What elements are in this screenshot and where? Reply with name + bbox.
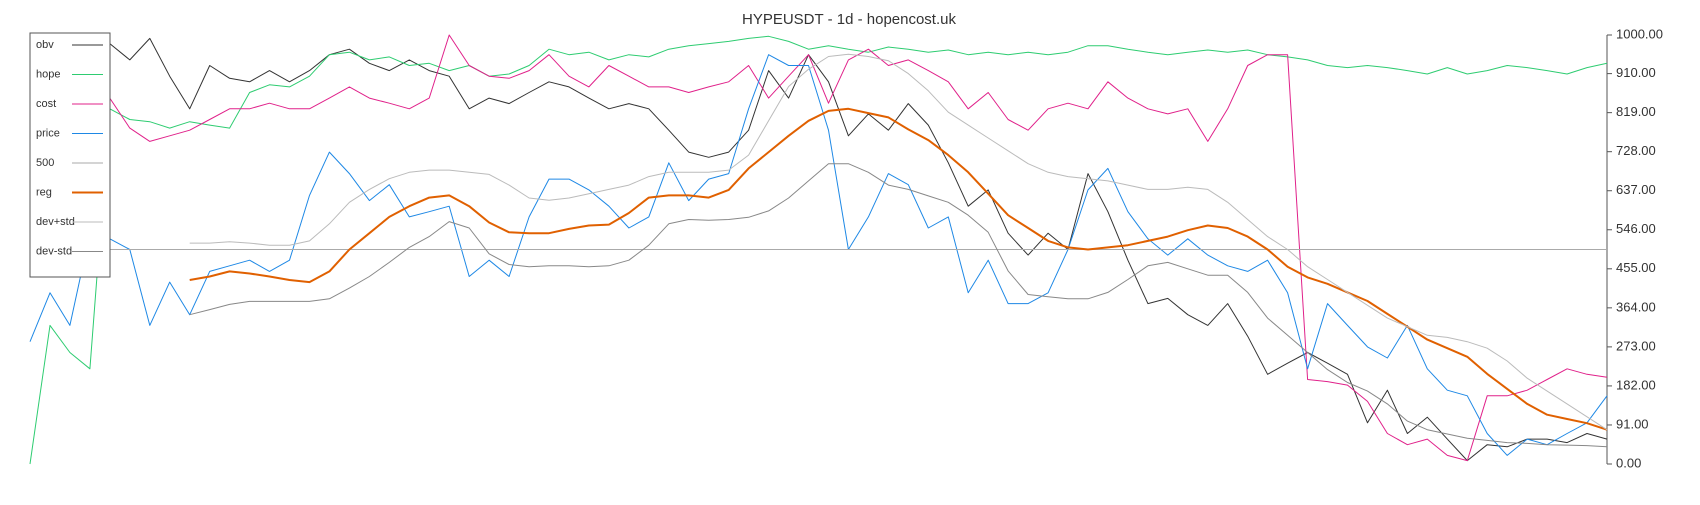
legend-label: dev+std [36, 216, 75, 228]
y-tick-label: 455.00 [1616, 260, 1656, 275]
y-tick-label: 273.00 [1616, 338, 1656, 353]
y-tick-label: 91.00 [1616, 416, 1649, 431]
legend-label: obv [36, 39, 54, 51]
legend: obv hope cost price 500 reg dev+std dev-std [29, 32, 111, 278]
legend-box [29, 32, 111, 278]
y-tick-label: 182.00 [1616, 377, 1656, 392]
series-line [189, 53, 1608, 431]
legend-label: dev-std [36, 245, 72, 257]
series-line [69, 34, 1608, 462]
y-tick-label: 364.00 [1616, 299, 1656, 314]
y-tick-label: 728.00 [1616, 143, 1656, 158]
y-tick-label: 637.00 [1616, 182, 1656, 197]
legend-label: 500 [36, 157, 54, 169]
y-tick-label: 910.00 [1616, 65, 1656, 80]
legend-label: cost [36, 98, 56, 110]
y-tick-label: 546.00 [1616, 221, 1656, 236]
y-tick-label: 0.00 [1616, 455, 1641, 470]
legend-label: hope [36, 68, 60, 80]
y-tick-label: 819.00 [1616, 104, 1656, 119]
legend-label: price [36, 127, 60, 139]
y-tick-label: 1000.00 [1616, 26, 1663, 41]
chart-title: HYPEUSDT - 1d - hopencost.uk [742, 11, 956, 28]
series-line [189, 163, 1608, 448]
series-line [189, 107, 1608, 431]
legend-label: reg [36, 186, 52, 198]
series-line [29, 35, 1608, 465]
